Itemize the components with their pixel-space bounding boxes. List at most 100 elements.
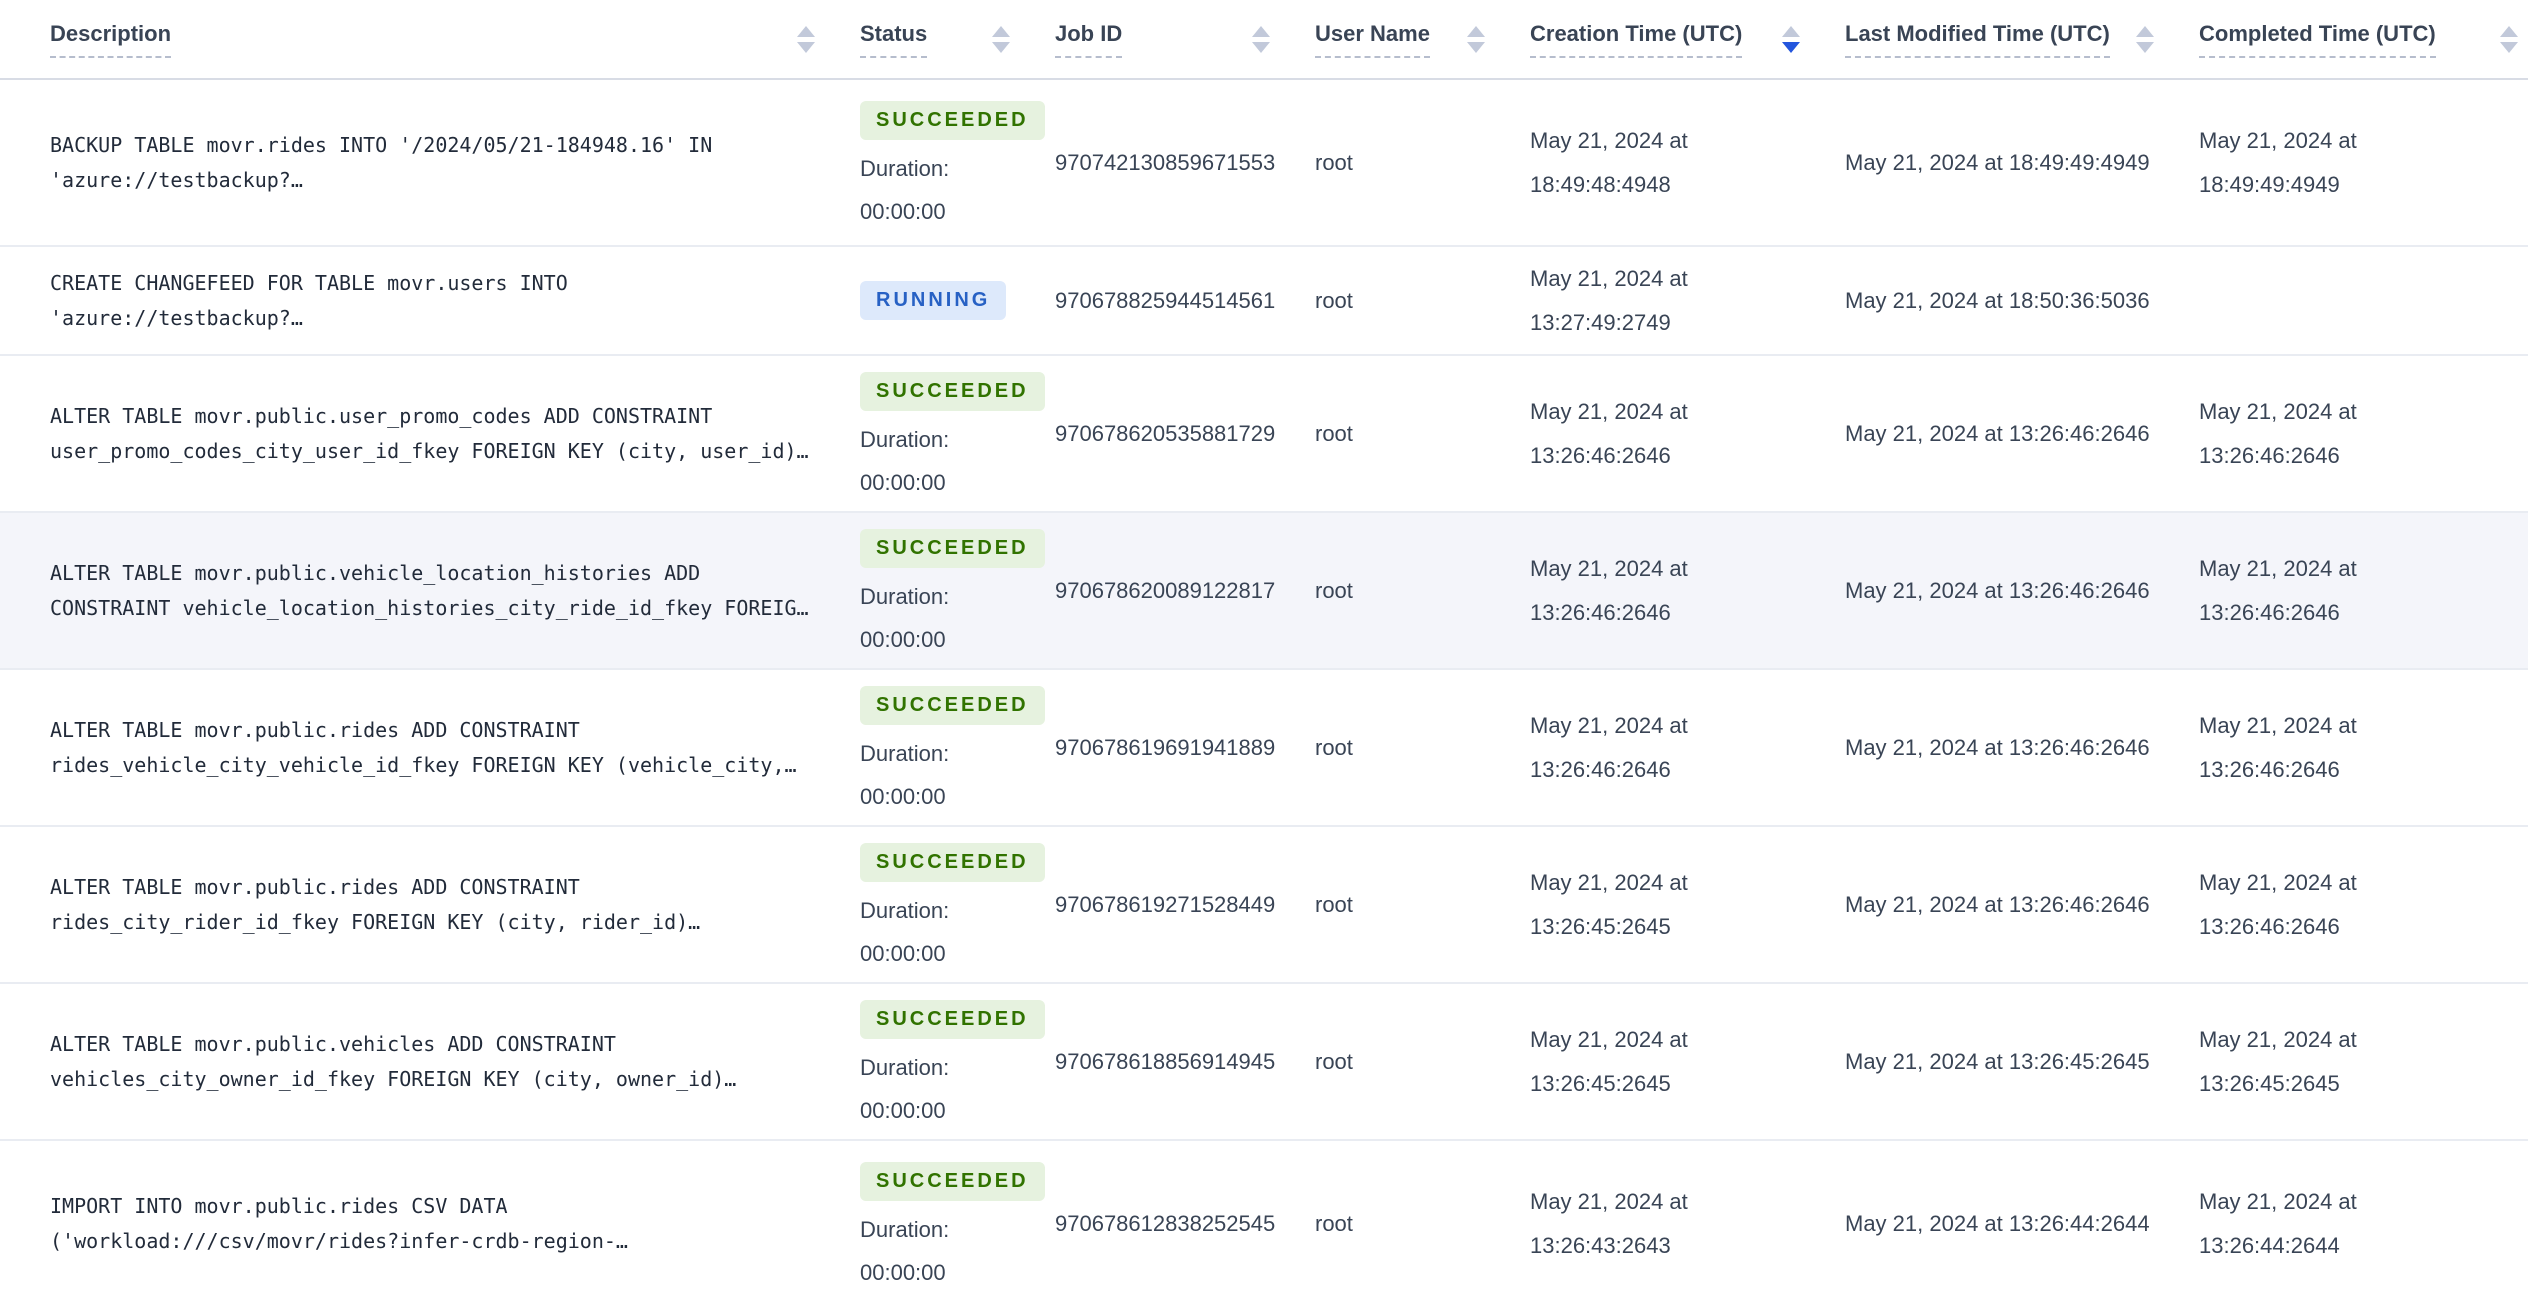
sort-icon[interactable] <box>992 25 1010 53</box>
duration-label: Duration: <box>860 897 950 923</box>
cell-user-name: root <box>1315 577 1353 603</box>
table-row[interactable]: ALTER TABLE movr.public.user_promo_codes… <box>0 356 2528 513</box>
cell-creation-time: May 21, 2024 at 13:26:43:2643 <box>1530 1188 1688 1258</box>
cell-status: SUCCEEDED Duration: 00:00:00 <box>860 513 1055 668</box>
status-badge: SUCCEEDED <box>860 685 1045 725</box>
duration-label: Duration: <box>860 740 950 766</box>
column-header-completed_time[interactable]: Completed Time (UTC) <box>2199 0 2528 78</box>
duration-value: 00:00:00 <box>860 1259 946 1285</box>
sort-icon[interactable] <box>1782 25 1800 53</box>
cell-description[interactable]: ALTER TABLE movr.public.rides ADD CONSTR… <box>50 670 860 825</box>
table-row[interactable]: ALTER TABLE movr.public.rides ADD CONSTR… <box>0 827 2528 984</box>
cell-last-modified-time: May 21, 2024 at 13:26:46:2646 <box>1845 420 2150 446</box>
cell-description[interactable]: ALTER TABLE movr.public.vehicles ADD CON… <box>50 984 860 1139</box>
cell-user-name: root <box>1315 891 1353 917</box>
sort-asc-icon[interactable] <box>2136 25 2154 37</box>
duration-label: Duration: <box>860 1054 950 1080</box>
column-header-description[interactable]: Description <box>50 0 860 78</box>
sort-desc-icon[interactable] <box>797 41 815 53</box>
sort-desc-icon[interactable] <box>2136 41 2154 53</box>
sort-icon[interactable] <box>1467 25 1485 53</box>
cell-description[interactable]: IMPORT INTO movr.public.rides CSV DATA (… <box>50 1141 860 1292</box>
cell-completed-time: May 21, 2024 at 18:49:49:4949 <box>2199 127 2357 197</box>
column-header-user_name[interactable]: User Name <box>1315 0 1530 78</box>
description-line-2: rides_vehicle_city_vehicle_id_fkey FOREI… <box>50 752 797 777</box>
column-header-label[interactable]: Last Modified Time (UTC) <box>1845 21 2110 58</box>
description-line-2: 'azure://testbackup?… <box>50 305 303 330</box>
cell-description[interactable]: BACKUP TABLE movr.rides INTO '/2024/05/2… <box>50 80 860 245</box>
column-header-label[interactable]: Description <box>50 21 172 58</box>
cell-description[interactable]: ALTER TABLE movr.public.rides ADD CONSTR… <box>50 827 860 982</box>
duration-label: Duration: <box>860 155 950 181</box>
cell-status: SUCCEEDED Duration: 00:00:00 <box>860 827 1055 982</box>
cell-description[interactable]: ALTER TABLE movr.public.vehicle_location… <box>50 513 860 668</box>
cell-last-modified-time: May 21, 2024 at 18:50:36:5036 <box>1845 287 2150 313</box>
cell-status: SUCCEEDED Duration: 00:00:00 <box>860 670 1055 825</box>
duration-label: Duration: <box>860 1216 950 1242</box>
sort-asc-icon[interactable] <box>1467 25 1485 37</box>
column-header-label[interactable]: User Name <box>1315 21 1430 58</box>
cell-job-id: 970678619271528449 <box>1055 891 1276 917</box>
cell-last-modified-time: May 21, 2024 at 13:26:45:2645 <box>1845 1048 2150 1074</box>
column-header-label[interactable]: Status <box>860 21 928 58</box>
column-header-job_id[interactable]: Job ID <box>1055 0 1315 78</box>
sort-asc-icon[interactable] <box>797 25 815 37</box>
column-header-modified_time[interactable]: Last Modified Time (UTC) <box>1845 0 2199 78</box>
sort-icon[interactable] <box>1252 25 1270 53</box>
description-line-2: rides_city_rider_id_fkey FOREIGN KEY (ci… <box>50 909 701 934</box>
duration-value: 00:00:00 <box>860 198 946 224</box>
description-line-1: ALTER TABLE movr.public.rides ADD CONSTR… <box>50 874 580 899</box>
table-row[interactable]: BACKUP TABLE movr.rides INTO '/2024/05/2… <box>0 80 2528 247</box>
table-row[interactable]: ALTER TABLE movr.public.vehicle_location… <box>0 513 2528 670</box>
cell-user-name: root <box>1315 1048 1353 1074</box>
column-header-creation_time[interactable]: Creation Time (UTC) <box>1530 0 1845 78</box>
cell-creation-time: May 21, 2024 at 13:26:45:2645 <box>1530 1026 1688 1096</box>
status-badge: SUCCEEDED <box>860 1161 1045 1201</box>
cell-description[interactable]: CREATE CHANGEFEED FOR TABLE movr.users I… <box>50 247 860 354</box>
column-header-label[interactable]: Completed Time (UTC) <box>2199 21 2436 58</box>
cell-status: SUCCEEDED Duration: 00:00:00 <box>860 80 1055 245</box>
table-row[interactable]: CREATE CHANGEFEED FOR TABLE movr.users I… <box>0 247 2528 356</box>
column-header-label[interactable]: Creation Time (UTC) <box>1530 21 1743 58</box>
cell-last-modified-time: May 21, 2024 at 13:26:46:2646 <box>1845 891 2150 917</box>
sort-asc-icon[interactable] <box>1782 25 1800 37</box>
sort-desc-icon[interactable] <box>1782 41 1800 53</box>
cell-user-name: root <box>1315 149 1353 175</box>
duration-value: 00:00:00 <box>860 783 946 809</box>
sort-desc-icon[interactable] <box>1252 41 1270 53</box>
sort-asc-icon[interactable] <box>992 25 1010 37</box>
cell-job-id: 970678612838252545 <box>1055 1210 1276 1236</box>
cell-description[interactable]: ALTER TABLE movr.public.user_promo_codes… <box>50 356 860 511</box>
duration-label: Duration: <box>860 426 950 452</box>
sort-asc-icon[interactable] <box>1252 25 1270 37</box>
sort-icon[interactable] <box>2500 25 2518 53</box>
description-line-2: ('workload:///csv/movr/rides?infer-crdb-… <box>50 1228 628 1253</box>
column-header-label[interactable]: Job ID <box>1055 21 1123 58</box>
sort-asc-icon[interactable] <box>2500 25 2518 37</box>
table-row[interactable]: ALTER TABLE movr.public.vehicles ADD CON… <box>0 984 2528 1141</box>
status-badge: SUCCEEDED <box>860 100 1045 140</box>
column-header-status[interactable]: Status <box>860 0 1055 78</box>
table-row[interactable]: ALTER TABLE movr.public.rides ADD CONSTR… <box>0 670 2528 827</box>
table-body: BACKUP TABLE movr.rides INTO '/2024/05/2… <box>0 80 2528 1292</box>
description-line-2: user_promo_codes_city_user_id_fkey FOREI… <box>50 438 809 463</box>
table-row[interactable]: IMPORT INTO movr.public.rides CSV DATA (… <box>0 1141 2528 1292</box>
cell-last-modified-time: May 21, 2024 at 13:26:44:2644 <box>1845 1210 2150 1236</box>
sort-icon[interactable] <box>797 25 815 53</box>
sort-desc-icon[interactable] <box>992 41 1010 53</box>
cell-user-name: root <box>1315 1210 1353 1236</box>
sort-desc-icon[interactable] <box>2500 41 2518 53</box>
sort-desc-icon[interactable] <box>1467 41 1485 53</box>
cell-completed-time <box>2199 247 2528 354</box>
table-header: Description Status Job ID User Name Crea… <box>0 0 2528 80</box>
status-badge: SUCCEEDED <box>860 371 1045 411</box>
cell-job-id: 970678620089122817 <box>1055 577 1276 603</box>
cell-status: RUNNING <box>860 247 1055 354</box>
status-badge: RUNNING <box>860 281 1007 320</box>
status-badge: SUCCEEDED <box>860 842 1045 882</box>
sort-icon[interactable] <box>2136 25 2154 53</box>
cell-creation-time: May 21, 2024 at 13:26:46:2646 <box>1530 712 1688 782</box>
cell-creation-time: May 21, 2024 at 13:27:49:2749 <box>1530 265 1688 335</box>
cell-status: SUCCEEDED Duration: 00:00:00 <box>860 984 1055 1139</box>
description-line-2: vehicles_city_owner_id_fkey FOREIGN KEY … <box>50 1066 737 1091</box>
